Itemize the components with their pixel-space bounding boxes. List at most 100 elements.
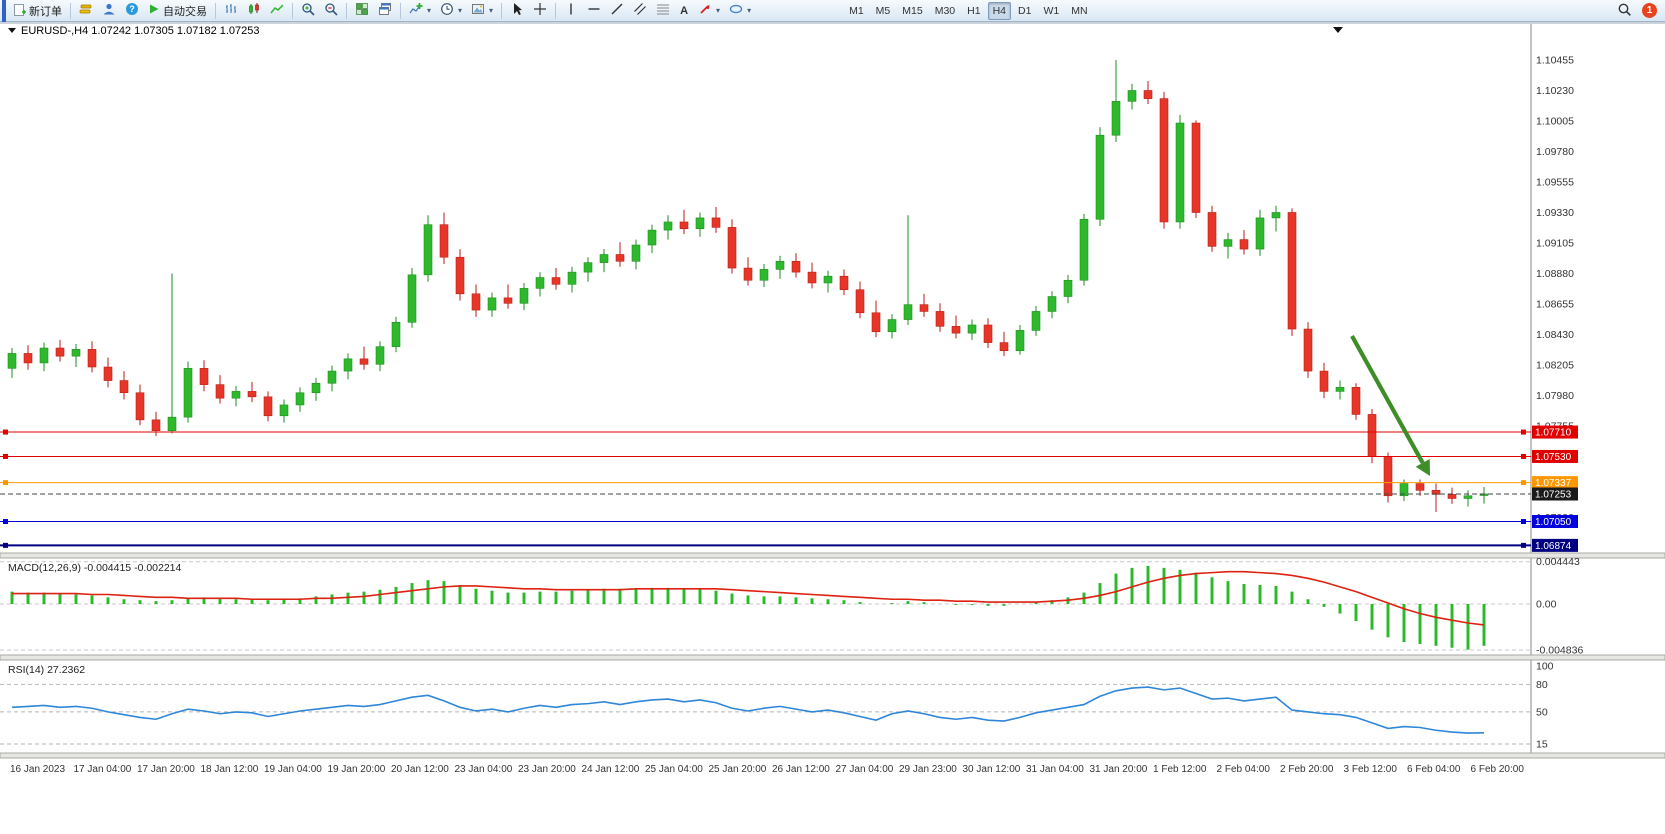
- cursor-icon: [510, 2, 524, 19]
- channel-icon: [633, 2, 647, 19]
- toolbar-right-cluster: 1: [1613, 2, 1663, 20]
- vertical-line-icon: [564, 2, 578, 19]
- trendline-tool-button[interactable]: [606, 2, 628, 20]
- time-axis[interactable]: 16 Jan 2023 17 Jan 04:00 17 Jan 20:00 18 Ja…: [10, 764, 1524, 775]
- chart-type-bars-button[interactable]: [220, 2, 242, 20]
- timeframe-MN-button[interactable]: MN: [1066, 2, 1092, 20]
- cascade-windows-button[interactable]: [374, 2, 396, 20]
- panel-splitter[interactable]: [0, 752, 1665, 759]
- dropdown-caret-icon: ▾: [489, 6, 494, 15]
- svg-text:19 Jan 04:00: 19 Jan 04:00: [264, 764, 322, 775]
- panel-splitter[interactable]: [0, 552, 1665, 559]
- help-button[interactable]: ?: [121, 2, 143, 20]
- svg-text:1 Feb 12:00: 1 Feb 12:00: [1153, 764, 1207, 775]
- new-order-button[interactable]: 新订单: [9, 2, 66, 20]
- horizontal-line-tool-button[interactable]: [583, 2, 605, 20]
- panel-splitter[interactable]: [0, 654, 1665, 661]
- toolbar-separator: [555, 2, 557, 19]
- timeframe-D1-button[interactable]: D1: [1013, 2, 1036, 20]
- templates-button[interactable]: ▾: [467, 2, 497, 20]
- timeframe-H4-button[interactable]: H4: [987, 1, 1012, 20]
- gold-bars-icon: [79, 2, 93, 19]
- clock-icon: [440, 2, 454, 19]
- search-icon: [1617, 2, 1632, 20]
- svg-text:1.07710: 1.07710: [1535, 428, 1572, 439]
- tile-windows-icon: [355, 2, 369, 19]
- horizontal-line-icon: [587, 2, 601, 19]
- svg-text:100: 100: [1536, 661, 1554, 673]
- svg-text:0.00: 0.00: [1536, 599, 1557, 611]
- template-icon: [471, 2, 485, 19]
- rsi-panel[interactable]: 100 80 50 15 RSI(14) 27.2362: [0, 661, 1554, 751]
- svg-text:23 Jan 20:00: 23 Jan 20:00: [518, 764, 576, 775]
- zoom-out-button[interactable]: [320, 2, 342, 20]
- trend-arrow[interactable]: [1350, 334, 1430, 476]
- shapes-tool-button[interactable]: ▾: [725, 2, 755, 20]
- autotrade-button[interactable]: 自动交易: [144, 2, 211, 20]
- zoom-in-button[interactable]: [297, 2, 319, 20]
- toolbar: 新订单 ? 自动交易: [0, 0, 1665, 22]
- svg-text:1.07050: 1.07050: [1535, 517, 1572, 528]
- rsi-label: RSI(14) 27.2362: [8, 664, 85, 676]
- timeframe-group: M1 M5 M15 M30 H1 H4 D1 W1 MN: [844, 1, 1092, 20]
- svg-text:26 Jan 12:00: 26 Jan 12:00: [772, 764, 830, 775]
- macd-histogram: [10, 565, 1486, 650]
- toolbar-separator: [292, 2, 293, 19]
- svg-text:20 Jan 12:00: 20 Jan 12:00: [391, 764, 449, 775]
- svg-text:0.004443: 0.004443: [1536, 556, 1580, 568]
- svg-text:1.07253: 1.07253: [1535, 489, 1572, 500]
- svg-text:1.08205: 1.08205: [1536, 359, 1574, 371]
- chart-shift-marker-icon[interactable]: [1333, 27, 1343, 33]
- fibonacci-icon: [656, 2, 670, 19]
- channel-tool-button[interactable]: [629, 2, 651, 20]
- timeframe-M1-button[interactable]: M1: [844, 2, 869, 20]
- macd-signal-line: [12, 570, 1485, 626]
- svg-text:25 Jan 04:00: 25 Jan 04:00: [645, 764, 703, 775]
- arrows-tool-button[interactable]: ▾: [694, 2, 724, 20]
- notification-badge[interactable]: 1: [1642, 3, 1657, 18]
- shapes-icon: [729, 2, 743, 19]
- timeframe-W1-button[interactable]: W1: [1038, 2, 1064, 20]
- text-tool-button[interactable]: A: [675, 2, 693, 20]
- timeframe-M15-button[interactable]: M15: [897, 2, 927, 20]
- svg-text:1.09555: 1.09555: [1536, 176, 1574, 188]
- timeframe-H1-button[interactable]: H1: [962, 2, 985, 20]
- price-axis[interactable]: 1.10455 1.10230 1.10005 1.09780 1.09555 1.093…: [1536, 55, 1574, 524]
- timeframe-M30-button[interactable]: M30: [930, 2, 960, 20]
- vertical-line-tool-button[interactable]: [560, 2, 582, 20]
- arrow-tool-icon: [698, 2, 712, 19]
- svg-text:15: 15: [1536, 739, 1548, 751]
- macd-panel[interactable]: 0.004443 0.00 -0.004836 MACD(12,26,9) -0.00…: [0, 556, 1583, 656]
- svg-text:1.07337: 1.07337: [1535, 478, 1572, 489]
- toolbar-separator: [400, 2, 401, 19]
- svg-text:25 Jan 20:00: 25 Jan 20:00: [709, 764, 767, 775]
- candlestick-icon: [247, 2, 261, 19]
- price-badge: [1532, 487, 1578, 501]
- profiles-button[interactable]: [98, 2, 120, 20]
- cursor-tool-button[interactable]: [506, 2, 528, 20]
- chart-type-candles-button[interactable]: [243, 2, 265, 20]
- fibonacci-tool-button[interactable]: [652, 2, 674, 20]
- tile-windows-button[interactable]: [351, 2, 373, 20]
- indicators-button[interactable]: ▾: [405, 2, 435, 20]
- svg-text:16 Jan 2023: 16 Jan 2023: [10, 764, 65, 775]
- svg-text:3 Feb 12:00: 3 Feb 12:00: [1344, 764, 1398, 775]
- periods-button[interactable]: ▾: [436, 2, 466, 20]
- svg-text:?: ?: [129, 4, 135, 14]
- svg-text:31 Jan 20:00: 31 Jan 20:00: [1090, 764, 1148, 775]
- timeframe-M5-button[interactable]: M5: [871, 2, 896, 20]
- market-watch-button[interactable]: [75, 2, 97, 20]
- search-button[interactable]: [1613, 2, 1636, 20]
- svg-text:1.07530: 1.07530: [1535, 452, 1572, 463]
- svg-text:27 Jan 04:00: 27 Jan 04:00: [836, 764, 894, 775]
- chart-header: EURUSD-,H4 1.07242 1.07305 1.07182 1.072…: [8, 25, 1343, 37]
- crosshair-tool-button[interactable]: [529, 2, 551, 20]
- price-badge: [1532, 538, 1578, 552]
- macd-label: MACD(12,26,9) -0.004415 -0.002214: [8, 562, 182, 574]
- chart-type-line-button[interactable]: [266, 2, 288, 20]
- price-badge: [1532, 449, 1578, 463]
- zoom-out-icon: [324, 2, 338, 19]
- dropdown-caret-icon: ▾: [716, 6, 721, 15]
